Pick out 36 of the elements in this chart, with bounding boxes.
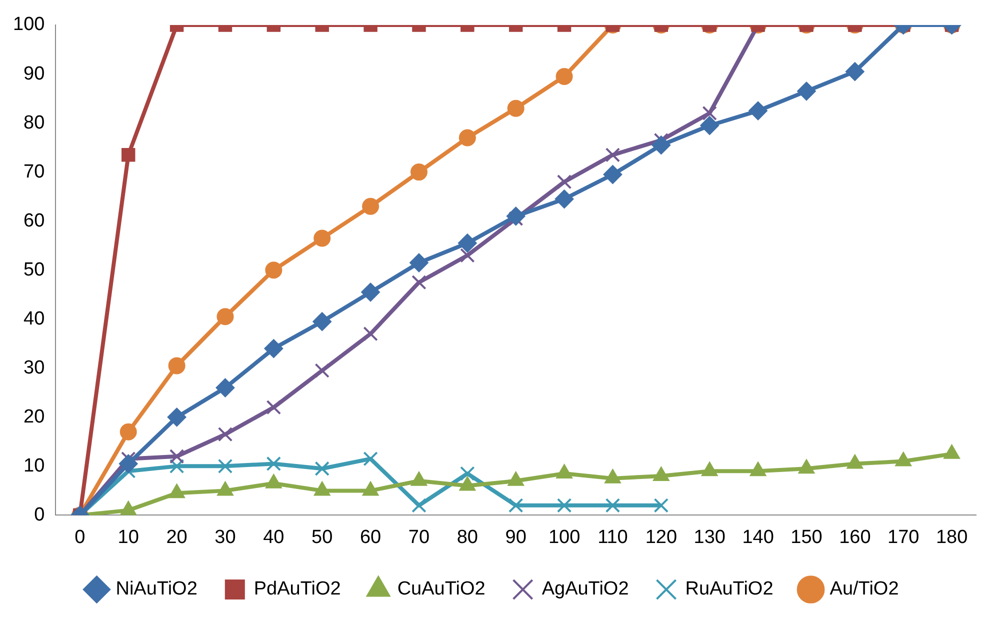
y-tick-label: 80 xyxy=(24,112,45,134)
x-tick-label: 80 xyxy=(456,526,478,548)
x-tick-label: 20 xyxy=(166,526,188,548)
legend-label: RuAuTiO2 xyxy=(685,578,774,600)
x-tick-label: 30 xyxy=(214,526,236,548)
y-tick-label: 0 xyxy=(34,504,45,526)
x-tick-label: 60 xyxy=(360,526,382,548)
y-tick-label: 10 xyxy=(24,455,45,476)
x-tick-label: 160 xyxy=(839,526,871,548)
legend-label: CuAuTiO2 xyxy=(397,578,486,600)
y-tick-label: 30 xyxy=(24,357,45,378)
y-tick-label: 50 xyxy=(24,259,45,280)
x-tick-label: 90 xyxy=(505,526,526,548)
legend-label: PdAuTiO2 xyxy=(254,578,341,600)
y-tick-label: 20 xyxy=(24,406,45,428)
x-tick-label: 0 xyxy=(74,526,86,548)
y-tick-label: 90 xyxy=(24,63,45,84)
x-tick-label: 120 xyxy=(645,526,678,548)
y-tick-label: 100 xyxy=(13,14,45,36)
x-tick-label: 110 xyxy=(598,526,628,548)
x-tick-label: 100 xyxy=(548,526,580,548)
x-tick-label: 50 xyxy=(312,526,333,548)
legend-label: Au/TiO2 xyxy=(830,578,899,600)
x-tick-label: 10 xyxy=(118,526,139,548)
x-tick-label: 130 xyxy=(694,526,726,548)
y-tick-label: 70 xyxy=(24,161,45,182)
x-tick-label: 40 xyxy=(263,526,284,548)
x-tick-label: 170 xyxy=(887,526,920,548)
x-tick-label: 140 xyxy=(742,526,774,548)
y-tick-label: 40 xyxy=(24,308,45,330)
legend-label: NiAuTiO2 xyxy=(116,578,198,600)
y-tick-label: 60 xyxy=(24,210,45,232)
legend-label: AgAuTiO2 xyxy=(542,578,629,600)
x-tick-label: 180 xyxy=(936,526,968,548)
x-tick-label: 70 xyxy=(408,526,430,548)
x-tick-label: 150 xyxy=(790,526,822,548)
